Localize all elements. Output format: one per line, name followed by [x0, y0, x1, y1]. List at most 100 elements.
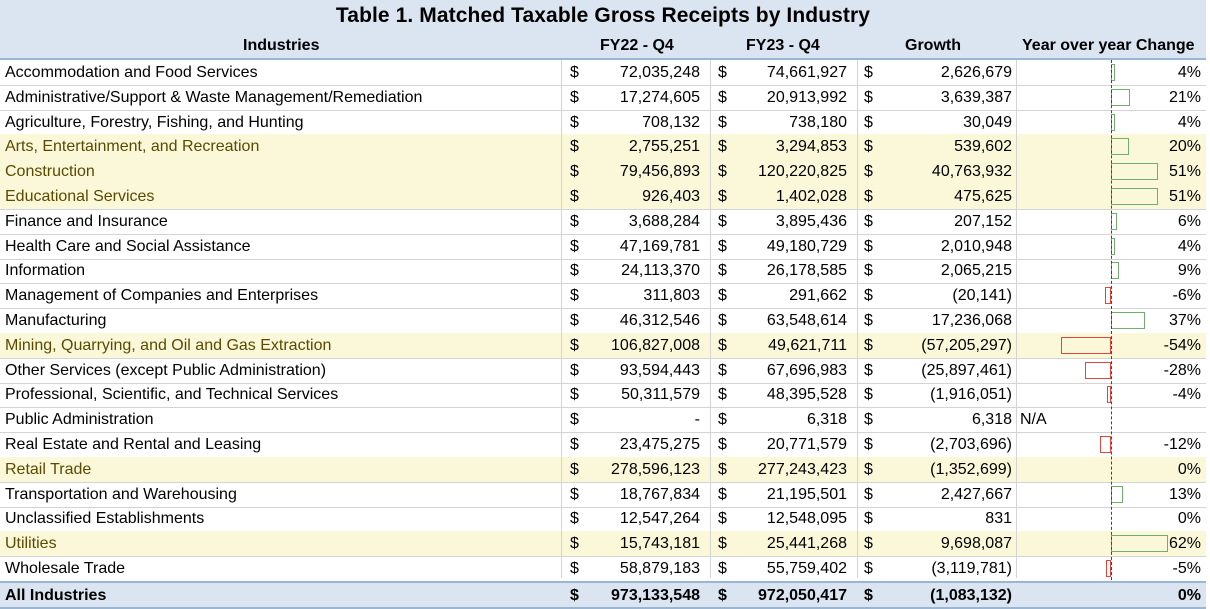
- column-divider: [710, 60, 711, 578]
- currency-symbol: $: [864, 312, 873, 329]
- currency-symbol: $: [570, 386, 579, 404]
- industry-name: Unclassified Establishments: [5, 510, 205, 528]
- industry-name: Transportation and Warehousing: [5, 485, 237, 503]
- industry-name: Retail Trade: [5, 460, 92, 478]
- table-title: Table 1. Matched Taxable Gross Receipts …: [335, 4, 871, 27]
- yoy-change-bar: [1111, 312, 1146, 329]
- fy23-value: 277,243,423: [758, 460, 847, 478]
- fy23-value: 120,220,825: [758, 163, 847, 181]
- fy22-value: 72,035,248: [619, 64, 700, 81]
- yoy-percent: -28%: [1163, 361, 1201, 379]
- growth-value: 9,698,087: [940, 535, 1012, 553]
- column-divider: [857, 60, 858, 578]
- fy22-value: 24,113,370: [621, 262, 700, 280]
- growth-value: 539,602: [954, 138, 1012, 156]
- yoy-percent: 4%: [1177, 113, 1201, 131]
- fy22-value: 311,803: [643, 287, 700, 305]
- industry-name: Educational Services: [5, 188, 155, 205]
- yoy-percent: 4%: [1177, 237, 1201, 255]
- table-row: Wholesale Trade $58,879,183 $55,759,402 $ (3…: [0, 556, 1206, 582]
- fy23-value: 48,395,528: [766, 386, 847, 404]
- currency-symbol: $: [570, 361, 579, 379]
- table-row: Information $24,113,370 $26,178,585 $2,065,…: [0, 258, 1206, 285]
- yoy-percent: 0%: [1177, 586, 1201, 604]
- yoy-percent: 62%: [1168, 535, 1201, 553]
- currency-symbol: $: [864, 436, 873, 453]
- currency-symbol: $: [570, 188, 579, 205]
- fy22-value: 708,132: [642, 113, 700, 131]
- currency-symbol: $: [570, 113, 579, 131]
- table-row: Other Services (except Public Administra…: [0, 358, 1206, 384]
- currency-symbol: $: [864, 460, 873, 478]
- industry-name: Accommodation and Food Services: [5, 64, 258, 81]
- currency-symbol: $: [570, 237, 579, 255]
- growth-value: 40,763,932: [931, 163, 1012, 181]
- table-row: Real Estate and Rental and Leasing $23,47…: [0, 432, 1206, 458]
- yoy-change-bar: [1107, 386, 1111, 404]
- currency-symbol: $: [864, 188, 873, 205]
- yoy-change-bar: [1111, 138, 1130, 156]
- currency-symbol: $: [864, 386, 873, 404]
- table-row: Agriculture, Forestry, Fishing, and Hunt…: [0, 110, 1206, 136]
- currency-symbol: $: [718, 188, 727, 205]
- industry-name: Finance and Insurance: [5, 212, 168, 230]
- industry-name: Mining, Quarrying, and Oil and Gas Extra…: [5, 336, 332, 354]
- growth-value: (2,703,696): [930, 436, 1012, 453]
- currency-symbol: $: [718, 510, 727, 528]
- growth-value: 30,049: [963, 113, 1012, 131]
- yoy-percent: -54%: [1163, 336, 1201, 354]
- growth-value: 475,625: [954, 188, 1012, 205]
- table-row: Management of Companies and Enterprises $…: [0, 283, 1206, 310]
- currency-symbol: $: [718, 113, 727, 131]
- currency-symbol: $: [570, 212, 579, 230]
- fy23-value: 20,771,579: [766, 436, 847, 453]
- growth-value: 3,639,387: [940, 88, 1012, 106]
- header-fy23: FY23 - Q4: [746, 37, 820, 54]
- industry-name: Arts, Entertainment, and Recreation: [5, 138, 260, 156]
- fy22-value: 973,133,548: [611, 586, 700, 604]
- fy22-value: 58,879,183: [619, 560, 700, 577]
- fy23-value: 74,661,927: [766, 64, 847, 81]
- currency-symbol: $: [864, 361, 873, 379]
- na-label: N/A: [1020, 411, 1047, 429]
- industry-name: Public Administration: [5, 411, 154, 429]
- currency-symbol: $: [864, 163, 873, 181]
- yoy-change-bar: [1111, 163, 1158, 181]
- currency-symbol: $: [570, 287, 579, 305]
- fy23-value: 12,548,095: [766, 510, 847, 528]
- currency-symbol: $: [718, 361, 727, 379]
- fy23-value: 67,696,983: [766, 361, 847, 379]
- table-row: Retail Trade $278,596,123 $277,243,423 $ (1,…: [0, 456, 1206, 483]
- fy23-value: 738,180: [789, 113, 847, 131]
- currency-symbol: $: [718, 460, 727, 478]
- fy23-value: 3,895,436: [775, 212, 847, 230]
- fy22-value: 46,312,546: [619, 312, 700, 329]
- yoy-percent: 0%: [1177, 460, 1201, 478]
- currency-symbol: $: [718, 386, 727, 404]
- yoy-percent: 37%: [1168, 312, 1201, 329]
- header-industries: Industries: [243, 37, 320, 54]
- yoy-change-bar: [1061, 336, 1111, 354]
- table-row: Accommodation and Food Services $72,035,2…: [0, 60, 1206, 86]
- yoy-percent: 51%: [1168, 163, 1201, 181]
- currency-symbol: $: [864, 336, 873, 354]
- currency-symbol: $: [864, 113, 873, 131]
- currency-symbol: $: [570, 436, 579, 453]
- total-row: All Industries $973,133,548 $972,050,417 $ (…: [0, 580, 1206, 609]
- table-row: Utilities $15,743,181 $25,441,268 $9,698,08…: [0, 531, 1206, 558]
- yoy-percent: 9%: [1177, 262, 1201, 280]
- currency-symbol: $: [570, 262, 579, 280]
- table-row: Unclassified Establishments $12,547,264 $1…: [0, 506, 1206, 533]
- fy22-value: 79,456,893: [619, 163, 700, 181]
- fy22-value: -: [694, 411, 700, 429]
- growth-value: (25,897,461): [921, 361, 1012, 379]
- fy23-value: 26,178,585: [766, 262, 847, 280]
- yoy-percent: 0%: [1177, 510, 1201, 528]
- industry-name: All Industries: [5, 586, 107, 604]
- currency-symbol: $: [570, 336, 579, 354]
- fy23-value: 25,441,268: [766, 535, 847, 553]
- industry-name: Other Services (except Public Administra…: [5, 361, 327, 379]
- currency-symbol: $: [570, 485, 579, 503]
- fy23-value: 291,662: [789, 287, 847, 305]
- header-growth: Growth: [905, 37, 961, 54]
